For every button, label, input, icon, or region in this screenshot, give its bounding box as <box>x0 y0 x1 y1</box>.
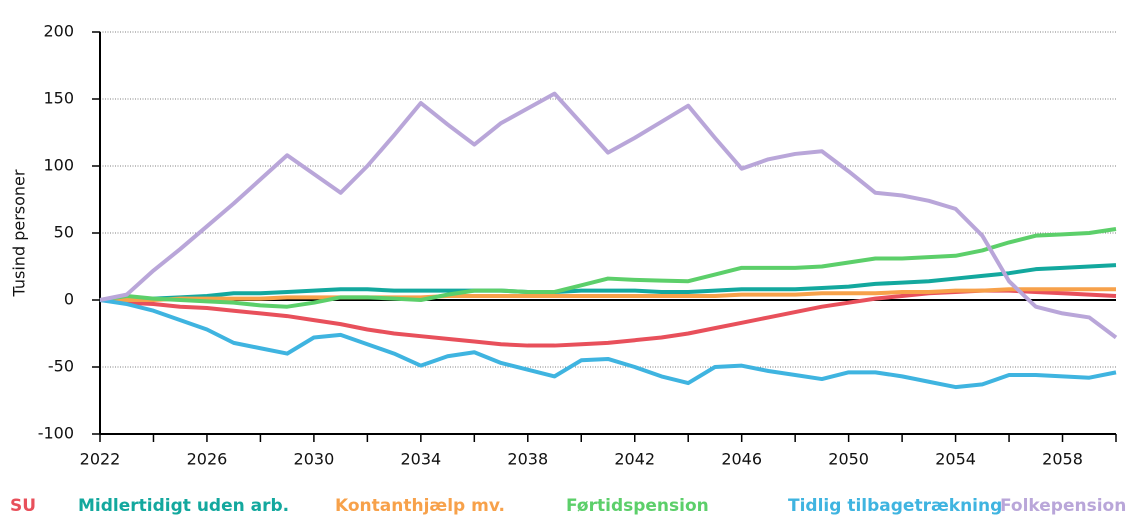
x-tick-label: 2030 <box>294 450 335 469</box>
y-tick-label: -50 <box>48 357 74 376</box>
x-tick-label: 2026 <box>187 450 228 469</box>
x-tick-label: 2054 <box>935 450 976 469</box>
legend-label: SU <box>10 496 36 516</box>
y-tick-label: 0 <box>64 290 74 309</box>
legend-label: Midlertidigt uden arb. <box>78 496 289 516</box>
series-line <box>100 263 1117 302</box>
series-line <box>99 227 1117 309</box>
y-tick-label: 150 <box>43 89 74 108</box>
y-axis-label: Tusind personer <box>10 169 29 297</box>
x-tick-label: 2050 <box>828 450 869 469</box>
x-tick-label: 2046 <box>721 450 762 469</box>
x-tick-label: 2058 <box>1042 450 1083 469</box>
legend-label: Tidlig tilbagetrækning <box>788 496 1002 516</box>
y-tick-label: 200 <box>43 22 74 41</box>
legend-label: Folkepension <box>1000 496 1126 516</box>
y-tick-label: 100 <box>43 156 74 175</box>
x-tick-label: 2022 <box>80 450 121 469</box>
x-tick-label: 2042 <box>614 450 655 469</box>
series-line <box>100 287 1116 302</box>
x-tick-label: 2038 <box>507 450 548 469</box>
legend-label: Kontanthjælp mv. <box>335 496 505 516</box>
series-line <box>99 91 1118 340</box>
y-tick-label: 50 <box>54 223 74 242</box>
y-tick-label: -100 <box>38 424 74 443</box>
x-tick-label: 2034 <box>400 450 441 469</box>
series-line <box>99 298 1117 390</box>
legend-label: Førtidspension <box>566 496 709 516</box>
